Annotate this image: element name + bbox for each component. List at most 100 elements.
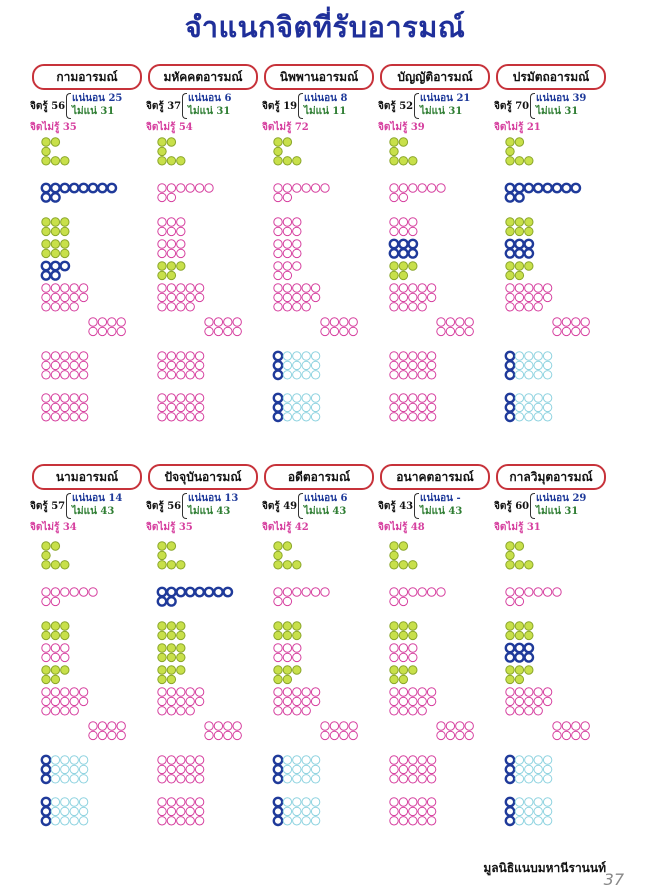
citta-circle — [223, 730, 233, 741]
citta-circle — [282, 192, 293, 203]
known-count: จิตรู้ 52 — [378, 101, 414, 112]
citta-circle — [292, 261, 302, 271]
citta-circle — [514, 774, 525, 784]
citta-circle — [282, 665, 293, 675]
citta-circle — [41, 351, 51, 361]
citta-circle — [533, 393, 543, 403]
citta-circle — [389, 292, 399, 303]
citta-circle — [41, 696, 51, 707]
citta-circle — [166, 217, 177, 227]
citta-circle — [273, 183, 283, 193]
citta-circle — [504, 192, 516, 203]
citta-circle — [389, 687, 399, 697]
citta-circle — [514, 226, 525, 237]
certain-count: แน่นอน 13 — [188, 493, 239, 504]
citta-circle — [272, 773, 284, 785]
citta-circle — [524, 774, 534, 784]
citta-circle — [389, 402, 399, 413]
citta-circle — [514, 674, 525, 685]
brace-icon — [66, 93, 71, 119]
citta-circle — [524, 797, 534, 807]
citta-circle — [310, 370, 321, 380]
citta-circle — [504, 369, 516, 381]
citta-circle — [60, 393, 70, 403]
citta-circle — [417, 587, 427, 597]
citta-circle — [542, 696, 553, 707]
citta-circle — [78, 182, 89, 194]
citta-circle — [542, 806, 553, 817]
citta-circle — [389, 674, 399, 685]
citta-circle — [436, 326, 446, 337]
citta-circle — [157, 560, 167, 570]
citta-circle — [213, 586, 224, 598]
citta-circle — [49, 260, 61, 272]
citta-circle — [417, 687, 427, 697]
citta-circle — [426, 755, 437, 765]
citta-circle — [398, 217, 409, 227]
citta-circle — [282, 302, 293, 312]
citta-circle — [445, 721, 456, 731]
citta-circle — [166, 270, 177, 281]
citta-circle — [292, 652, 302, 663]
known-count: จิตรู้ 70 — [494, 101, 530, 112]
citta-circle — [176, 292, 186, 303]
citta-circle — [272, 805, 284, 817]
citta-circle — [505, 674, 515, 685]
citta-circle — [157, 248, 167, 259]
citta-circle — [166, 137, 177, 147]
citta-circle-diagram — [272, 137, 358, 423]
citta-circle — [166, 806, 177, 817]
citta-circle — [505, 687, 515, 697]
citta-circle — [97, 317, 108, 327]
citta-circle — [445, 317, 456, 327]
citta-circle — [397, 238, 409, 250]
citta-circle — [166, 560, 177, 570]
citta-circle — [513, 642, 525, 654]
citta-circle — [69, 764, 79, 775]
citta-circle — [69, 393, 79, 403]
citta-circle — [272, 763, 284, 775]
citta-circle — [426, 412, 437, 422]
citta-circle — [166, 393, 177, 403]
citta-circle — [157, 226, 167, 237]
citta-circle — [69, 696, 79, 707]
citta-circle — [533, 402, 543, 413]
citta-circle — [69, 370, 79, 380]
citta-circle — [59, 182, 71, 194]
citta-circle — [505, 541, 515, 551]
citta-circle — [389, 550, 399, 561]
citta-circle — [194, 696, 205, 707]
citta-circle — [282, 360, 293, 371]
citta-circle — [417, 797, 427, 807]
citta-circle — [542, 587, 553, 597]
citta-circle — [166, 643, 177, 653]
citta-circle — [389, 652, 399, 663]
citta-circle — [116, 317, 126, 327]
citta-circle — [282, 560, 293, 570]
citta-circle — [532, 182, 544, 194]
citta-circle — [50, 302, 61, 312]
citta-circle — [50, 560, 61, 570]
citta-circle — [533, 687, 543, 697]
citta-circle — [50, 755, 61, 765]
citta-circle — [389, 156, 399, 166]
citta-circle — [310, 797, 321, 807]
citta-circle — [398, 541, 409, 551]
citta-circle — [59, 260, 71, 272]
citta-circle — [417, 816, 427, 826]
citta-circle — [50, 652, 61, 663]
citta-circle — [504, 805, 516, 817]
citta-circle — [282, 248, 293, 259]
citta-circle — [273, 621, 283, 631]
citta-circle — [389, 393, 399, 403]
citta-circle — [504, 763, 516, 775]
citta-circle — [69, 706, 79, 716]
card-label: นิพพานอารมณ์ — [264, 64, 374, 90]
citta-circle — [232, 730, 242, 741]
citta-circle — [41, 226, 51, 237]
citta-circle — [524, 816, 534, 826]
citta-circle — [69, 351, 79, 361]
citta-circle — [339, 721, 349, 731]
citta-circle — [320, 326, 330, 337]
citta-circle — [176, 764, 186, 775]
